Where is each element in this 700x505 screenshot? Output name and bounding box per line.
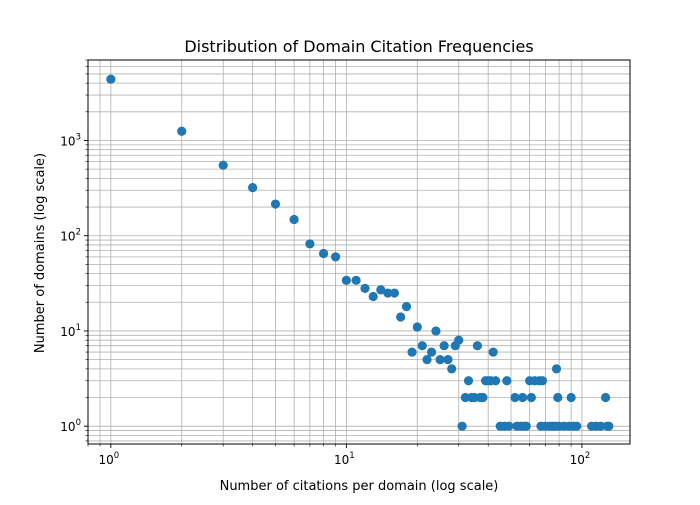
data-point: [330, 252, 341, 262]
data-point: [595, 421, 606, 431]
data-point: [401, 302, 412, 312]
data-point: [341, 275, 351, 285]
data-point: [521, 421, 531, 431]
data-point: [472, 341, 483, 351]
data-point: [289, 214, 299, 225]
data-point: [426, 347, 437, 357]
data-point: [454, 335, 464, 345]
data-point: [407, 347, 417, 357]
chart-title: Distribution of Domain Citation Frequenc…: [184, 37, 533, 56]
data-points: [106, 74, 614, 431]
data-point: [604, 421, 614, 431]
data-point: [457, 421, 467, 431]
data-point: [551, 364, 562, 374]
data-point: [270, 199, 281, 209]
data-point: [389, 288, 400, 298]
data-point: [463, 376, 474, 386]
data-point: [488, 347, 498, 357]
data-point: [305, 239, 315, 249]
data-point: [412, 322, 422, 332]
data-point: [502, 376, 512, 386]
data-point: [566, 392, 576, 403]
data-point: [431, 326, 441, 336]
data-point: [396, 312, 406, 322]
data-point: [218, 160, 228, 170]
data-point: [490, 376, 501, 386]
data-point: [435, 355, 445, 365]
data-point: [351, 275, 361, 285]
data-point: [510, 392, 520, 403]
data-point: [478, 392, 488, 403]
data-point: [177, 126, 187, 136]
data-point: [383, 288, 393, 298]
data-point: [439, 341, 449, 351]
data-point: [376, 285, 386, 295]
x-axis-label: Number of citations per domain (log scal…: [220, 479, 499, 494]
data-point: [504, 421, 514, 431]
data-point: [360, 283, 370, 293]
data-point: [600, 392, 611, 403]
data-point: [553, 392, 563, 403]
data-point: [106, 74, 116, 84]
plot-frame: [87, 59, 631, 445]
data-point: [443, 355, 453, 365]
data-point: [318, 248, 329, 259]
data-point: [417, 341, 427, 351]
data-point: [526, 392, 536, 403]
data-point: [572, 421, 582, 431]
data-point: [422, 355, 432, 365]
data-point: [518, 392, 528, 403]
y-axis-label: Number of domains (log scale): [33, 153, 48, 353]
data-point: [248, 183, 258, 193]
data-point: [537, 376, 548, 386]
data-point: [447, 364, 457, 374]
data-point: [368, 291, 378, 302]
